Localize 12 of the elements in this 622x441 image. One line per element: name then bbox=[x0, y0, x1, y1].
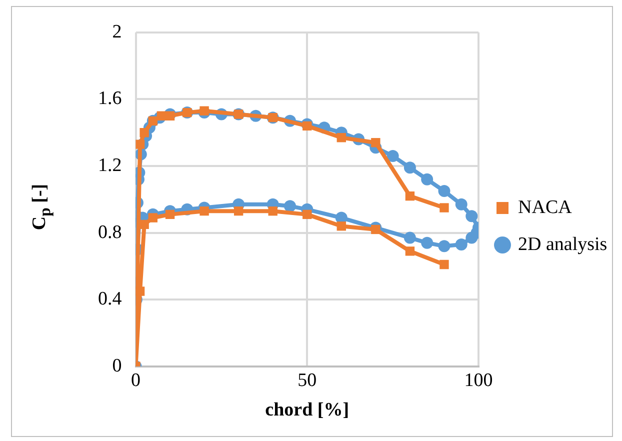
x-tick-label: 100 bbox=[464, 370, 493, 391]
y-tick-label: 2 bbox=[112, 21, 122, 42]
y-tick-label: 1.2 bbox=[98, 154, 122, 176]
y-tick-label: 0 bbox=[112, 355, 122, 376]
y-tick-label: 0.8 bbox=[98, 222, 122, 243]
y-tick-label: 1.6 bbox=[98, 88, 122, 110]
x-tick-label: 0 bbox=[131, 370, 140, 391]
legend-label: NACA bbox=[518, 196, 572, 218]
legend-label: 2D analysis bbox=[518, 234, 608, 255]
x-tick-label: 50 bbox=[298, 370, 317, 391]
y-tick-label: 0.4 bbox=[98, 288, 122, 310]
x-axis-title: chord [%] bbox=[265, 400, 350, 421]
